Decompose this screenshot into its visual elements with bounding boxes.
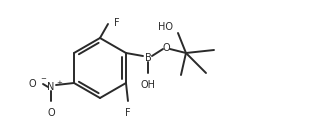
Text: OH: OH (141, 80, 156, 90)
Text: O: O (47, 108, 55, 118)
Text: O: O (162, 43, 170, 53)
Text: N: N (47, 82, 55, 92)
Text: O: O (28, 79, 36, 89)
Text: F: F (125, 108, 131, 118)
Text: B: B (145, 53, 151, 63)
Text: F: F (114, 18, 120, 28)
Text: −: − (40, 76, 46, 82)
Text: +: + (56, 80, 62, 86)
Text: HO: HO (158, 22, 173, 32)
